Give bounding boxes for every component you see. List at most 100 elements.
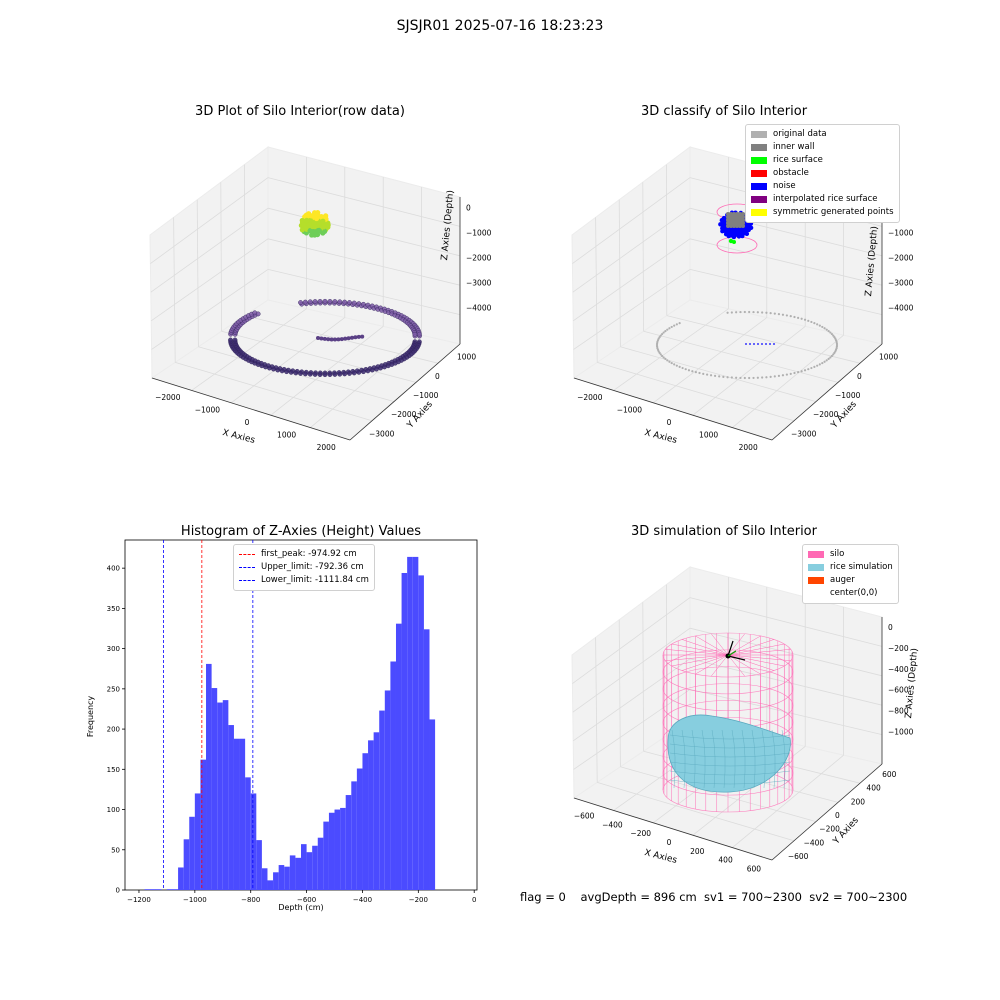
panel2-point-wall: [732, 221, 736, 225]
panel2-gridline: [573, 269, 691, 350]
panel1-point: [307, 299, 313, 305]
panel1-point: [327, 298, 333, 304]
silo-radial: [727, 654, 785, 667]
panel2-point-original: [827, 329, 830, 333]
panel1-gridline: [310, 334, 422, 428]
panel2-point-original: [761, 311, 764, 314]
rice-mesh: [669, 770, 791, 776]
panel1-xaxis: [151, 377, 351, 441]
panel2-point-original: [713, 374, 717, 377]
legend-label: obstacle: [773, 168, 809, 178]
panel1-xtick: −2000: [155, 393, 181, 402]
rice-mesh: [669, 734, 791, 740]
hist-xtick-label: −800: [241, 896, 260, 904]
panel4-gridline: [572, 597, 691, 684]
hist-bar: [166, 889, 173, 890]
panel1-point: [356, 334, 361, 339]
legend-entry: inner wall: [751, 141, 894, 154]
panel4-xtick: 0: [667, 838, 672, 847]
panel2-point-original: [661, 354, 664, 358]
panel2-point-wall: [729, 221, 733, 225]
panel3-legend: first_peak: -974.92 cm Upper_limit: -792.…: [233, 544, 375, 591]
panel2-point-original: [756, 311, 759, 314]
panel1-point: [350, 335, 354, 340]
legend-swatch: [751, 183, 767, 190]
panel2-point-original: [756, 376, 759, 379]
panel1-point: [346, 336, 351, 341]
panel1-point: [302, 299, 308, 305]
panel4-ztick: −200: [888, 644, 909, 653]
panel2-gridline: [689, 238, 883, 286]
panel1-ytick: −2000: [391, 410, 417, 419]
rice-mesh: [741, 729, 746, 789]
panel2-point-original: [752, 310, 755, 314]
panel2-point-wall: [738, 218, 742, 222]
legend-entry: center(0,0): [808, 587, 893, 600]
rice-mesh: [701, 729, 706, 789]
panel4-gridline: [689, 689, 883, 735]
panel2-gridline: [689, 269, 883, 315]
panel2-point-original: [730, 376, 733, 379]
panel1-gridline: [173, 217, 176, 363]
hist-ytick-label: 250: [107, 685, 120, 693]
panel1-point: [337, 371, 343, 377]
panel2-point-original: [807, 319, 810, 322]
panel2-point-noise: [746, 227, 751, 233]
legend-entry: first_peak: -974.92 cm: [239, 548, 369, 561]
panel2-point-wall: [738, 212, 742, 216]
panel2-point-wall: [735, 218, 739, 222]
panel2-point-original: [835, 342, 838, 345]
panel2-point-original: [702, 372, 705, 375]
panel2-gridline: [572, 177, 691, 264]
panel2-ztick: −4000: [888, 304, 914, 313]
panel1-point: [351, 370, 357, 376]
panel1-point: [329, 337, 334, 342]
panel4-ytick: 600: [882, 770, 897, 779]
panel2-ztick: −1000: [888, 229, 914, 238]
legend-label: rice simulation: [830, 562, 893, 572]
hist-bar: [273, 872, 279, 890]
panel1-point: [326, 337, 331, 342]
panel1-point: [322, 336, 327, 341]
panel2-point-original: [785, 373, 788, 376]
hist-bar: [250, 793, 257, 890]
panel2-point-original: [777, 313, 781, 316]
panel2-point-original: [797, 316, 800, 319]
hist-bar: [356, 768, 363, 890]
panel2-point-original: [664, 329, 667, 333]
hist-ytick-label: 100: [107, 806, 120, 814]
legend-swatch: [239, 567, 255, 568]
legend-label: Upper_limit: -792.36 cm: [261, 562, 364, 572]
panel1-point: [319, 336, 324, 341]
panel1-point: [309, 229, 315, 235]
hist-bar: [289, 855, 296, 890]
panel1-ytick: −1000: [413, 391, 439, 400]
panel1-ztick: −3000: [466, 279, 492, 288]
panel2-point-original: [659, 353, 662, 356]
panel1-point: [339, 337, 344, 342]
panel2-point-original: [735, 311, 738, 314]
panel1-point: [333, 337, 337, 342]
panel3-title: Histogram of Z-Axies (Height) Values: [180, 524, 422, 539]
panel2-point-original: [662, 331, 665, 334]
panel4-xtick: 200: [690, 847, 705, 856]
panel1-point: [347, 371, 352, 376]
panel2-point-original: [832, 353, 835, 356]
panel2-point-original: [691, 370, 694, 373]
panel1-point: [321, 224, 327, 230]
hist-bar: [144, 889, 151, 890]
hist-bar: [295, 857, 301, 890]
hist-xtick-label: −400: [353, 896, 372, 904]
panel2-point-original: [673, 363, 676, 366]
panel2-point-original: [769, 312, 772, 315]
panel1-point: [312, 299, 318, 304]
panel2-point-original: [748, 310, 751, 314]
hist-bar: [407, 556, 413, 890]
panel2-legend: original data inner wall rice surface obsta…: [745, 124, 900, 223]
panel2-point-original: [664, 357, 667, 361]
panel1-point: [252, 310, 258, 316]
hist-bar: [194, 793, 201, 890]
legend-entry: auger: [808, 574, 893, 587]
panel1-point: [307, 217, 313, 223]
panel2-point-wall: [735, 221, 739, 225]
